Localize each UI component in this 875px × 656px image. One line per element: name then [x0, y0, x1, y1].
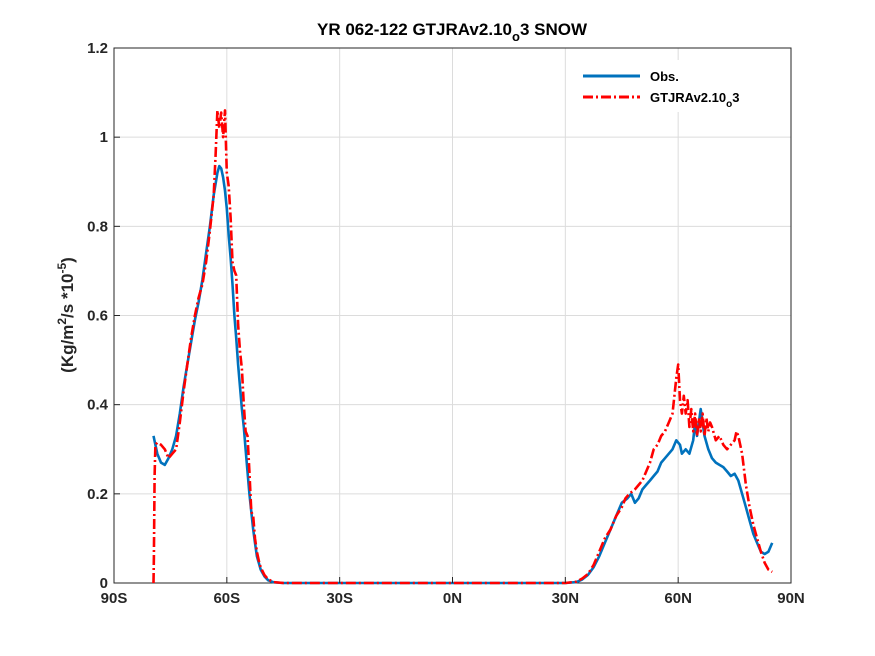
x-tick-label: 90N	[777, 590, 805, 607]
y-tick-label: 0.4	[87, 397, 109, 414]
x-tick-label: 30N	[552, 590, 580, 607]
x-tick-label: 60N	[664, 590, 692, 607]
x-tick-label: 0N	[443, 590, 462, 607]
x-tick-label: 30S	[326, 590, 353, 607]
legend-box	[575, 60, 779, 112]
y-tick-label: 0.2	[87, 486, 108, 503]
series-line-gtjra	[152, 109, 773, 585]
chart-title: YR 062-122 GTJRAv2.10o3 SNOW	[317, 20, 588, 44]
y-tick-label: 0.6	[87, 308, 108, 325]
axis-ticks: 90S 60S 30S 0N 30N 60N 90N 0 0.2 0.4 0.6 0.8 1 1.2	[87, 40, 805, 607]
series-lines	[152, 109, 774, 585]
y-tick-label: 1.2	[87, 40, 108, 57]
x-tick-label: 90S	[101, 590, 128, 607]
y-tick-label: 0	[100, 575, 108, 592]
y-tick-label: 1	[100, 129, 108, 146]
x-tick-label: 60S	[213, 590, 240, 607]
legend-label-gtjra: GTJRAv2.10o3	[650, 90, 739, 110]
y-tick-label: 0.8	[87, 218, 108, 235]
legend-label-obs: Obs.	[650, 69, 679, 84]
y-axis-label: (Kg/m2/s *10-5)	[55, 257, 77, 373]
legend: Obs. GTJRAv2.10o3	[575, 60, 779, 112]
